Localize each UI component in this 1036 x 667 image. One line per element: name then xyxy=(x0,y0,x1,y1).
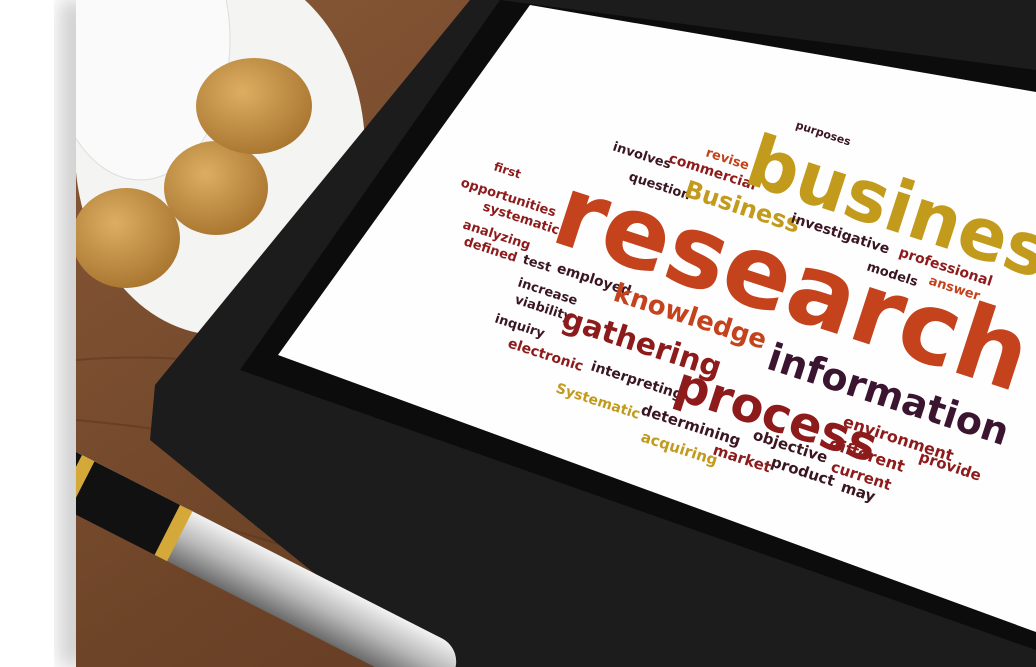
word-cloud: purposesinvolvescommercialrevisebusiness… xyxy=(459,118,1036,505)
cup xyxy=(76,0,231,181)
cookie xyxy=(76,188,180,288)
cookie xyxy=(164,141,268,235)
tablet-screen xyxy=(278,5,1036,632)
pen xyxy=(76,450,457,667)
cookie xyxy=(196,58,312,154)
photo-content: purposesinvolvescommercialrevisebusiness… xyxy=(76,0,1036,667)
